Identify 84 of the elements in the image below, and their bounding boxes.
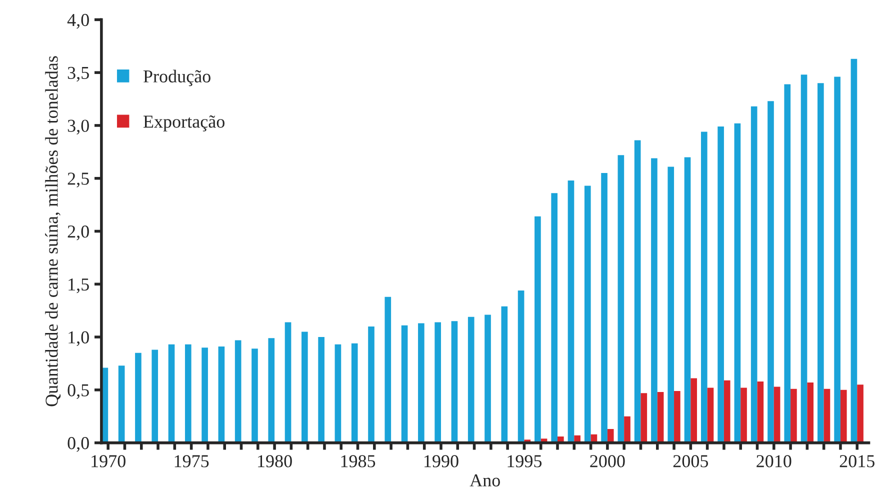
- bar: [252, 348, 258, 443]
- bar: [790, 388, 797, 443]
- bar: [607, 429, 614, 443]
- x-tick-label: 1980: [258, 455, 292, 468]
- bar: [724, 380, 730, 443]
- bar: [757, 381, 764, 443]
- bar: [152, 350, 158, 443]
- bar: [651, 158, 658, 443]
- bar: [351, 343, 358, 443]
- bar: [534, 216, 541, 443]
- bar: [850, 58, 858, 443]
- x-tick-label: 2015: [840, 455, 874, 468]
- x-tick-label: 1975: [174, 455, 209, 468]
- bar: [135, 352, 142, 443]
- x-tick-label: 2010: [756, 455, 792, 468]
- bar: [584, 186, 591, 443]
- bar: [551, 193, 558, 443]
- y-tick-label: 0,0: [68, 437, 89, 452]
- x-tick-label: 1970: [92, 455, 126, 468]
- bar: [302, 332, 308, 443]
- x-tick-label: 2000: [590, 455, 625, 468]
- bar: [184, 344, 192, 443]
- bar: [484, 314, 491, 443]
- x-tick-label: 1985: [341, 455, 376, 468]
- bar: [774, 386, 780, 443]
- bar: [168, 344, 175, 443]
- bar: [734, 123, 741, 443]
- bar: [451, 321, 458, 443]
- bar: [768, 101, 774, 443]
- bar: [784, 84, 791, 443]
- bar: [807, 382, 814, 443]
- bar: [468, 316, 474, 443]
- y-axis-title: Quantidade de carne suína, milhões de toneladas: [45, 56, 61, 406]
- x-tick-label: 1990: [424, 455, 458, 468]
- x-axis-title: Ano: [470, 474, 500, 486]
- bar: [800, 74, 808, 443]
- bar: [718, 126, 724, 443]
- y-tick-label: 4,0: [67, 14, 89, 29]
- bar: [668, 166, 674, 443]
- legend-label: Exportação: [143, 115, 224, 132]
- bar: [434, 322, 441, 443]
- y-tick-label: 1,0: [68, 331, 89, 346]
- bar: [657, 392, 664, 443]
- bar: [268, 338, 275, 443]
- x-tick-label: 1995: [508, 455, 542, 468]
- bar: [634, 140, 641, 443]
- bar: [684, 157, 691, 443]
- bar: [118, 366, 125, 443]
- bar: [501, 306, 508, 443]
- bar: [690, 378, 697, 443]
- bar: [824, 388, 830, 443]
- bar: [334, 344, 342, 443]
- legend-label: Produção: [143, 70, 210, 86]
- bar: [750, 106, 758, 443]
- bar: [707, 388, 714, 443]
- bar: [818, 83, 824, 443]
- bar: [640, 393, 648, 443]
- bar: [318, 337, 324, 443]
- bar: [840, 390, 847, 443]
- bar: [857, 384, 864, 443]
- y-tick-label: 2,0: [68, 225, 89, 240]
- bar: [401, 325, 408, 443]
- bar: [601, 173, 608, 443]
- bar: [384, 296, 392, 443]
- bar: [834, 76, 840, 443]
- y-tick-label: 0,5: [68, 384, 89, 399]
- bar: [218, 346, 225, 443]
- bar: [568, 180, 574, 443]
- bar: [740, 388, 747, 443]
- bar: [202, 348, 208, 443]
- y-tick-label: 3,5: [68, 66, 89, 82]
- bar: [418, 323, 424, 443]
- bar: [368, 326, 374, 443]
- bar: [618, 155, 624, 443]
- bar: [674, 390, 680, 443]
- bar: [518, 290, 524, 443]
- y-tick-label: 3,0: [68, 120, 89, 134]
- bar: [624, 416, 630, 443]
- bar: [700, 132, 708, 443]
- y-tick-label: 1,5: [68, 278, 89, 294]
- x-tick-label: 2005: [673, 455, 708, 468]
- bar: [234, 340, 242, 443]
- y-tick-label: 2,5: [68, 172, 89, 188]
- bar: [284, 322, 292, 443]
